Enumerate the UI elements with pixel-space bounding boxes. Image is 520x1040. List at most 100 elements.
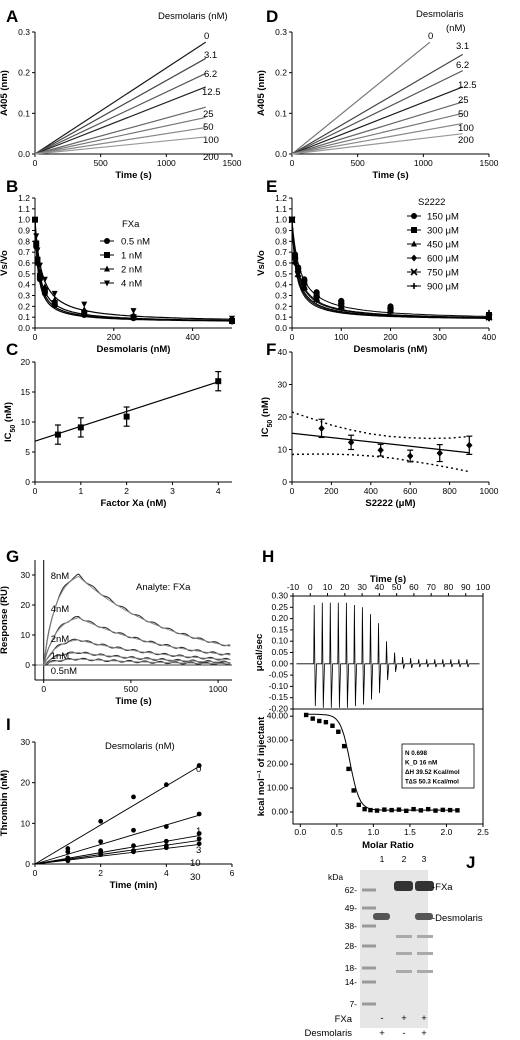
band-desmolaris-lane3 [415,913,433,920]
panel-G-y-tick-label: 30 [21,570,31,580]
panel-B-y-tick-label: 0.3 [18,291,30,301]
series-label: 200 [458,135,474,146]
legend-entry: 300 μM [427,226,459,237]
data-point [131,827,136,833]
data-point [310,716,315,721]
data-point [455,808,460,813]
panel-E-x-tick-label: 0 [290,332,295,342]
band-fxa-lane3 [415,881,434,891]
panel-C-x-tick-label: 4 [216,486,221,496]
series-line [291,70,463,155]
series-label: 25 [458,95,469,106]
data-point [163,838,169,844]
panel-H-x-label: Molar Ratio [362,840,414,851]
panel-G-x-label: Time (s) [115,696,151,707]
data-point [33,233,40,240]
data-point-group [407,449,414,463]
parameter-line: T∆S 50.3 Kcal/mol [405,779,459,786]
panel-I-y-tick-label: 0 [25,859,30,869]
sign-cell: - [380,1013,383,1024]
series-label: 12.5 [458,80,477,91]
panel-D-x-tick-label: 1500 [480,158,499,168]
legend-title: FXa [122,219,140,230]
panel-C-y-tick-label: 10 [21,417,31,427]
series-label: 3.1 [204,50,217,61]
panel-I-y-tick-label: 30 [21,737,31,747]
data-point [425,806,431,812]
panel-B-x-tick-label: 0 [33,332,38,342]
panel-F-y-tick-label: 0 [282,477,287,487]
ladder-band [362,906,376,910]
panel-I-x-label: Time (min) [110,880,158,891]
panel-G-x-tick-label: 0 [41,684,46,694]
data-point [396,807,402,812]
lane-number: 2 [402,854,407,864]
panel-label: J [466,853,475,872]
data-point [81,309,88,316]
concentration-label: 0.5nM [51,666,77,677]
panel-B-y-tick-label: 0.1 [18,312,30,322]
panel-B-y-tick-label: 1.0 [18,215,30,225]
panel-C-x-tick-label: 2 [124,486,129,496]
panel-D-y-tick-label: 0.0 [275,149,287,159]
data-point [486,309,492,316]
panel-D-y-tick-label: 0.3 [275,27,287,37]
panel-H-top-x-tick-label: 100 [476,582,490,592]
panel-H-bottom-x-tick-label: 2.0 [441,827,453,837]
panel-D-x-tick-label: 500 [351,158,365,168]
panel-I-y-label: Thrombin (nM) [0,770,10,836]
panel-H-bottom-y-tick-label: 30.00 [267,735,289,745]
panel-label: F [266,340,276,359]
thermogram-trace [296,602,480,708]
panel-F-x-tick-label: 200 [324,486,338,496]
series-line [34,106,206,155]
data-point [65,849,71,855]
panel-B-y-tick-label: 0.8 [18,236,30,246]
data-point [368,807,373,813]
minor-band [396,970,412,973]
panel-H-bottom-x-tick-label: 1.5 [404,827,416,837]
panel-E-y-tick-label: 1.1 [275,204,287,214]
fit-curve [291,219,489,318]
data-point [356,802,361,808]
data-point [411,283,417,289]
data-point-group [77,417,84,438]
y-label-main: IC [3,432,14,442]
panel-H-top-x-tick-label: 0 [308,582,313,592]
panel-I-x-tick-label: 2 [98,868,103,878]
panel-label: D [266,7,278,26]
kda-label: kDa [328,872,343,882]
panel-F-x-label: S2222 (μM) [365,498,415,509]
lane-number: 1 [380,854,385,864]
data-point [130,308,137,315]
panel-H-top-y-tick-label: -0.10 [269,681,289,691]
series-label: 100 [203,135,219,146]
panel-H-top-x-tick-label: 90 [461,582,471,592]
series-line [291,53,464,155]
data-point [34,247,41,254]
series-label: 0 [204,31,209,42]
data-point [418,808,424,813]
minor-band [396,952,412,955]
panel-B-y-tick-label: 1.1 [18,204,30,214]
data-point-group [377,443,384,457]
fit-line [34,835,200,865]
fit-line [34,839,200,865]
data-point [51,290,58,297]
series-label: 200 [203,152,219,163]
ladder-band [362,966,376,970]
confidence-band-ci_lower [291,453,470,473]
panel-C-y-label: IC50 (nM) [3,402,17,442]
data-point [323,719,329,725]
series-label: 10 [190,858,201,869]
panel-H-bottom-y-tick-label: 0.00 [271,807,288,817]
data-point [404,808,409,814]
panel-H-top-x-tick-label: 80 [444,582,454,592]
data-point [411,806,416,812]
data-point [163,782,169,788]
panel-G-y-tick-label: 20 [21,600,31,610]
panel-A-x-label: Time (s) [115,170,151,181]
panel-H-top-x-tick-label: 60 [409,582,419,592]
panel-A-x-tick-label: 500 [94,158,108,168]
series-line [34,41,207,155]
